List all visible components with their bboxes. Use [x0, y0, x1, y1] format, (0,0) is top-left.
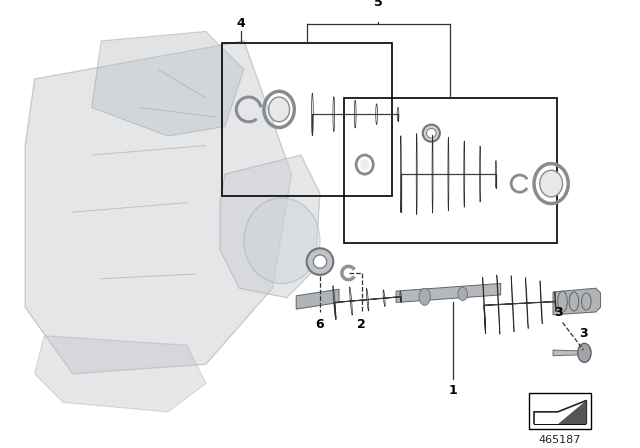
Ellipse shape: [419, 288, 430, 306]
Bar: [344, 98, 557, 242]
Polygon shape: [401, 174, 496, 212]
Ellipse shape: [244, 198, 320, 284]
Text: 3: 3: [554, 306, 563, 319]
Bar: [222, 43, 392, 196]
Bar: [529, 393, 591, 429]
Text: 6: 6: [316, 318, 324, 331]
Text: 465187: 465187: [538, 435, 581, 445]
Text: 4: 4: [237, 17, 245, 30]
Polygon shape: [92, 31, 244, 136]
Polygon shape: [296, 289, 339, 309]
Text: 3: 3: [579, 327, 588, 340]
Ellipse shape: [314, 255, 326, 268]
Polygon shape: [220, 155, 320, 298]
Polygon shape: [35, 336, 206, 412]
Ellipse shape: [360, 159, 369, 170]
Polygon shape: [25, 41, 291, 374]
Polygon shape: [534, 424, 586, 425]
Polygon shape: [553, 288, 600, 315]
Ellipse shape: [426, 129, 436, 138]
Ellipse shape: [540, 170, 563, 197]
Text: 2: 2: [358, 318, 366, 331]
Ellipse shape: [269, 97, 289, 122]
Ellipse shape: [307, 248, 333, 275]
Polygon shape: [396, 284, 500, 302]
Polygon shape: [334, 297, 401, 319]
Text: 1: 1: [449, 384, 458, 397]
Ellipse shape: [578, 343, 591, 362]
Ellipse shape: [423, 125, 440, 142]
Polygon shape: [484, 302, 556, 333]
Polygon shape: [553, 350, 582, 356]
Polygon shape: [534, 401, 586, 424]
Text: 5: 5: [374, 0, 382, 9]
Polygon shape: [312, 114, 398, 135]
Ellipse shape: [458, 287, 467, 301]
